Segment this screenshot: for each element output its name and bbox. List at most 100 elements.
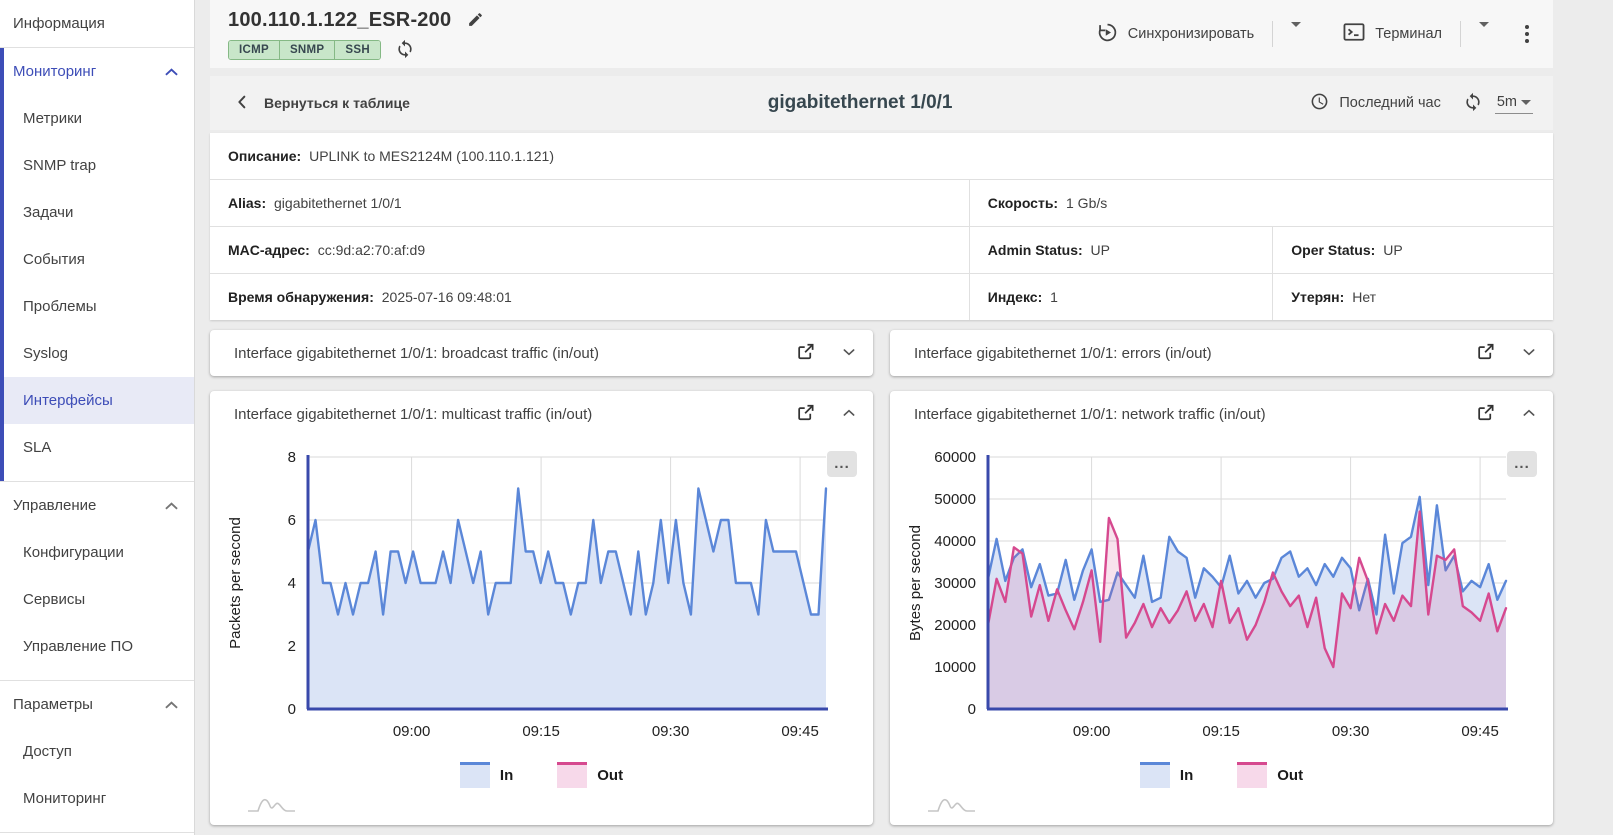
more-actions-button[interactable]	[1515, 19, 1539, 49]
sidebar-item-label: Информация	[13, 15, 105, 32]
expand-panel-button[interactable]	[839, 342, 859, 365]
legend-label: In	[1179, 766, 1194, 784]
y-tick-label: 0	[288, 701, 296, 718]
y-tick-label: 10000	[934, 659, 976, 676]
chart-panel-header: Interface gigabitethernet 1/0/1: errors …	[890, 330, 1553, 376]
time-range-button[interactable]: Последний час	[1310, 92, 1441, 115]
series-out	[986, 510, 1508, 709]
axis-labels: 0 2 4 6 8 09:00 09:15 09:30 09:45 Packets per sec…	[227, 449, 819, 740]
refresh-status-button[interactable]	[393, 37, 417, 64]
sidebar-item-label: SNMP trap	[23, 157, 97, 174]
device-header-actions: Синхронизировать Терминал	[1087, 16, 1539, 53]
chart-menu-button[interactable]: ...	[1507, 451, 1537, 477]
sidebar-item-доступ[interactable]: Доступ	[0, 728, 194, 775]
legend-label: In	[499, 766, 514, 784]
x-tick-label: 09:15	[1202, 723, 1240, 740]
chevron-down-icon	[1521, 344, 1537, 363]
device-header: 100.110.1.122_ESR-200 ICMP SNMP SSH	[210, 0, 1553, 68]
chevron-down-icon	[841, 344, 857, 363]
legend-item-out[interactable]: Out	[1237, 762, 1303, 788]
synchronize-button[interactable]: Синхронизировать	[1087, 16, 1264, 53]
sidebar-item-label: Метрики	[23, 110, 83, 127]
open-in-new-button[interactable]	[1474, 340, 1497, 366]
sidebar-item-задачи[interactable]: Задачи	[0, 189, 194, 236]
expand-panel-button[interactable]	[1519, 342, 1539, 365]
collapse-panel-button[interactable]	[839, 403, 859, 426]
sidebar-item-syslog[interactable]: Syslog	[0, 330, 194, 377]
chart-panel-title: Interface gigabitethernet 1/0/1: broadca…	[234, 344, 599, 362]
open-in-new-button[interactable]	[1474, 401, 1497, 427]
chart-preview-wave-icon	[926, 792, 1553, 819]
open-in-new-icon	[796, 342, 815, 364]
divider	[1460, 21, 1461, 47]
edit-device-name-button[interactable]	[465, 9, 486, 33]
y-tick-label: 8	[288, 449, 296, 466]
terminal-menu-caret[interactable]	[1469, 21, 1499, 48]
x-tick-label: 09:00	[1073, 723, 1111, 740]
info-cell-скорость: Скорость: 1 Gb/s	[968, 180, 1553, 226]
divider	[1272, 21, 1274, 47]
sidebar-item-информация[interactable]: Информация	[0, 0, 194, 47]
chevron-left-icon	[234, 94, 250, 113]
refresh-charts-button[interactable]	[1461, 90, 1485, 117]
interface-info-table: Описание: UPLINK to MES2124M (100.110.1.…	[210, 133, 1553, 320]
chart-panel-1: Interface gigabitethernet 1/0/1: errors …	[890, 330, 1553, 376]
series-out-area	[988, 511, 1506, 709]
sidebar-section-мониторинг[interactable]: Мониторинг	[0, 48, 194, 95]
sidebar-section: Информация	[0, 0, 194, 48]
sidebar-item-сервисы[interactable]: Сервисы	[0, 576, 194, 623]
sidebar-item-snmp-trap[interactable]: SNMP trap	[0, 142, 194, 189]
sidebar-item-label: SLA	[23, 439, 52, 456]
sidebar-section-управление[interactable]: Управление	[0, 482, 194, 529]
sync-icon	[395, 39, 415, 62]
synchronize-menu-caret[interactable]	[1281, 21, 1311, 48]
legend-item-in[interactable]: In	[1139, 762, 1194, 788]
sidebar-item-sla[interactable]: SLA	[0, 424, 194, 471]
sidebar-item-события[interactable]: События	[0, 236, 194, 283]
legend-item-out[interactable]: Out	[557, 762, 623, 788]
sidebar-item-метрики[interactable]: Метрики	[0, 95, 194, 142]
open-in-new-button[interactable]	[794, 340, 817, 366]
y-tick-label: 20000	[934, 617, 976, 634]
sidebar-section-label: Параметры	[13, 696, 93, 713]
y-tick-label: 0	[968, 701, 976, 718]
sidebar-item-мониторинг[interactable]: Мониторинг	[0, 775, 194, 822]
interface-subheader: Вернуться к таблице gigabitethernet 1/0/…	[210, 76, 1553, 130]
info-value: cc:9d:a2:70:af:d9	[313, 242, 426, 258]
sidebar-item-конфигурации[interactable]: Конфигурации	[0, 529, 194, 576]
info-cell-oper-status: Oper Status: UP	[1272, 227, 1553, 273]
sidebar-item-label: Задачи	[23, 204, 74, 221]
chart-legend: In Out	[890, 762, 1553, 788]
badge-ssh: SSH	[334, 41, 380, 59]
sidebar-item-label: Конфигурации	[23, 544, 124, 561]
chart-panel-0: Interface gigabitethernet 1/0/1: broadca…	[210, 330, 873, 376]
sidebar-item-label: События	[23, 251, 85, 268]
info-value: 1	[1046, 289, 1058, 305]
caret-down-icon	[1479, 21, 1489, 42]
info-value: Нет	[1348, 289, 1377, 305]
chart-body: ... 0 2 4 6 8 09:00 09:15 09:30 09:45 Packets per …	[210, 437, 873, 825]
sidebar-item-проблемы[interactable]: Проблемы	[0, 283, 194, 330]
legend-item-in[interactable]: In	[459, 762, 514, 788]
chevron-up-icon	[165, 67, 178, 76]
interval-select[interactable]: 5m	[1494, 92, 1533, 114]
info-value: 2025-07-16 09:48:01	[377, 289, 512, 305]
series-in-line	[986, 495, 1508, 616]
open-in-new-icon	[1476, 342, 1495, 364]
sidebar-section-параметры[interactable]: Параметры	[0, 681, 194, 728]
sidebar-item-управление-по[interactable]: Управление ПО	[0, 623, 194, 670]
sidebar-item-интерфейсы[interactable]: Интерфейсы	[0, 377, 194, 424]
chart-panel-2: Interface gigabitethernet 1/0/1: multica…	[210, 391, 873, 825]
terminal-button[interactable]: Терминал	[1333, 16, 1452, 52]
chart-menu-button[interactable]: ...	[827, 451, 857, 477]
badge-snmp: SNMP	[278, 41, 335, 59]
open-in-new-button[interactable]	[794, 401, 817, 427]
synchronize-label: Синхронизировать	[1127, 26, 1255, 42]
sidebar-section-label: Управление	[13, 497, 97, 514]
info-value: 1 Gb/s	[1062, 195, 1108, 211]
y-tick-label: 40000	[934, 533, 976, 550]
collapse-panel-button[interactable]	[1519, 403, 1539, 426]
info-cell-mac-адрес: MAC-адрес: cc:9d:a2:70:af:d9	[210, 227, 969, 273]
open-in-new-icon	[1476, 403, 1495, 425]
back-to-table-button[interactable]: Вернуться к таблице	[234, 94, 410, 113]
